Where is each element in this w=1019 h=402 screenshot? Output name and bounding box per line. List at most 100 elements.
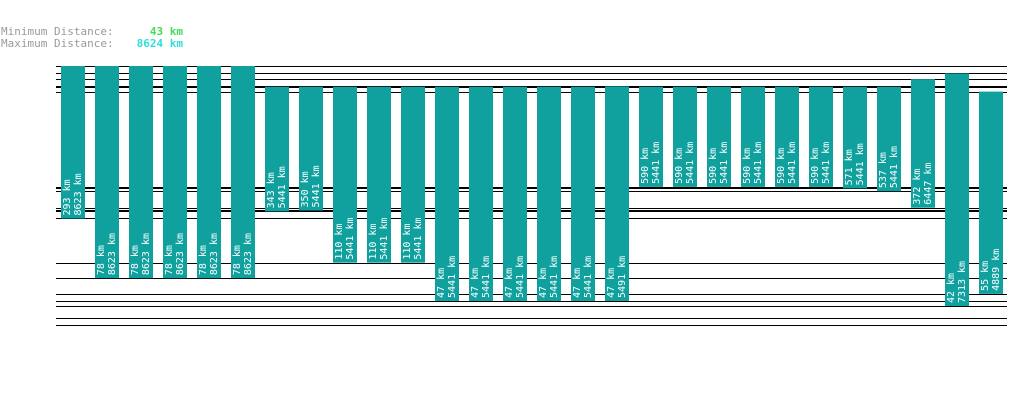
bar-min-label: 47 km (470, 268, 481, 298)
bar-min-label: 571 km (844, 149, 855, 185)
bar-min-label: 47 km (504, 268, 515, 298)
bar-max-label: 5491 km (617, 256, 628, 298)
distance-bar (639, 86, 663, 187)
minimum-distance-value: 43 km (149, 25, 183, 38)
bar-max-label: 5441 km (549, 256, 560, 298)
distance-bar-group: 537 km 5441 km (877, 86, 901, 192)
bar-max-label: 5441 km (651, 142, 662, 184)
distance-bar-group: 590 km 5441 km (809, 86, 833, 187)
bar-max-label: 5441 km (345, 217, 356, 259)
distance-bar (911, 79, 935, 208)
bar-max-label: 4889 km (991, 249, 1002, 291)
bar-max-label: 5441 km (753, 142, 764, 184)
bar-min-label: 78 km (232, 245, 243, 275)
bar-max-label: 8623 km (243, 233, 254, 275)
distance-bar (197, 66, 221, 279)
distance-bar (435, 86, 459, 301)
distance-bar-group: 110 km 5441 km (401, 86, 425, 263)
bar-max-label: 5441 km (685, 142, 696, 184)
distance-bar-group: 78 km 8623 km (197, 66, 221, 279)
distance-bar (945, 73, 969, 307)
bar-min-label: 47 km (436, 268, 447, 298)
distance-bar (707, 86, 731, 187)
bar-min-label: 47 km (606, 268, 617, 298)
distance-bar (231, 66, 255, 279)
distance-bar (571, 86, 595, 301)
distance-bar (673, 86, 697, 187)
bar-min-label: 78 km (130, 245, 141, 275)
distance-bar-group: 78 km 8623 km (163, 66, 187, 279)
distance-bar-group: 47 km 5441 km (571, 86, 595, 301)
distance-bar-group: 590 km 5441 km (673, 86, 697, 187)
distance-bar-group: 110 km 5441 km (333, 86, 357, 263)
bar-min-label: 590 km (776, 148, 787, 184)
bar-max-label: 5441 km (719, 142, 730, 184)
bar-max-label: 5441 km (889, 146, 900, 188)
bar-max-label: 5441 km (379, 217, 390, 259)
distance-bar (979, 91, 1003, 294)
distance-bar (877, 86, 901, 192)
bar-max-label: 5441 km (787, 142, 798, 184)
bar-min-label: 590 km (810, 148, 821, 184)
bar-min-label: 590 km (708, 148, 719, 184)
bar-max-label: 5441 km (277, 166, 288, 208)
distance-bar (299, 86, 323, 211)
bar-min-label: 110 km (334, 224, 345, 260)
distance-bar-group: 350 km 5441 km (299, 86, 323, 211)
bar-min-label: 293 km (62, 179, 73, 215)
bar-max-label: 5441 km (481, 256, 492, 298)
distance-bar (741, 86, 765, 187)
distance-bar-group: 110 km 5441 km (367, 86, 391, 263)
bar-min-label: 47 km (538, 268, 549, 298)
bar-min-label: 590 km (640, 148, 651, 184)
bar-max-label: 5441 km (821, 142, 832, 184)
distance-bar-group: 571 km 5441 km (843, 86, 867, 189)
bar-min-label: 590 km (742, 148, 753, 184)
distance-bar-group: 78 km 8623 km (129, 66, 153, 279)
distance-bar-group: 55 km 4889 km (979, 91, 1003, 294)
bar-min-label: 78 km (96, 245, 107, 275)
distance-bar-group: 42 km 7313 km (945, 73, 969, 307)
distance-bar (809, 86, 833, 187)
maximum-distance-row: Maximum Distance: 8624 km (1, 38, 183, 50)
distance-bar-group: 47 km 5441 km (469, 86, 493, 301)
bar-min-label: 78 km (164, 245, 175, 275)
bar-min-label: 372 km (912, 169, 923, 205)
distance-bar (95, 66, 119, 279)
bar-min-label: 55 km (980, 261, 991, 291)
bar-min-label: 537 km (878, 152, 889, 188)
minimum-distance-row: Minimum Distance: 43 km (1, 26, 183, 38)
bar-max-label: 5441 km (583, 256, 594, 298)
bar-max-label: 8623 km (175, 233, 186, 275)
bar-max-label: 5441 km (447, 256, 458, 298)
distance-bar (843, 86, 867, 189)
bar-min-label: 590 km (674, 148, 685, 184)
distance-bar (129, 66, 153, 279)
distance-bar-group: 78 km 8623 km (95, 66, 119, 279)
maximum-distance-label: Maximum Distance: (1, 37, 114, 50)
maximum-distance-value: 8624 km (136, 37, 183, 50)
distance-bar-group: 343 km 5441 km (265, 86, 289, 212)
distance-bar (367, 86, 391, 263)
distance-bar (605, 86, 629, 301)
distance-bar (401, 86, 425, 263)
bar-max-label: 5441 km (515, 256, 526, 298)
distance-bar (775, 86, 799, 187)
distance-bar-group: 47 km 5441 km (503, 86, 527, 301)
distance-bar (265, 86, 289, 212)
bar-max-label: 7313 km (957, 261, 968, 303)
bar-min-label: 343 km (266, 172, 277, 208)
bar-max-label: 5441 km (413, 217, 424, 259)
distance-bar-group: 372 km 6447 km (911, 79, 935, 208)
distance-bar-group: 47 km 5441 km (537, 86, 561, 301)
bar-min-label: 110 km (368, 224, 379, 260)
distance-bar-group: 47 km 5491 km (605, 86, 629, 301)
distance-bar-group: 293 km 8623 km (61, 66, 85, 219)
bar-max-label: 8623 km (107, 233, 118, 275)
distance-bar-group: 47 km 5441 km (435, 86, 459, 301)
bar-max-label: 6447 km (923, 163, 934, 205)
distance-bar (537, 86, 561, 301)
bar-min-label: 42 km (946, 273, 957, 303)
